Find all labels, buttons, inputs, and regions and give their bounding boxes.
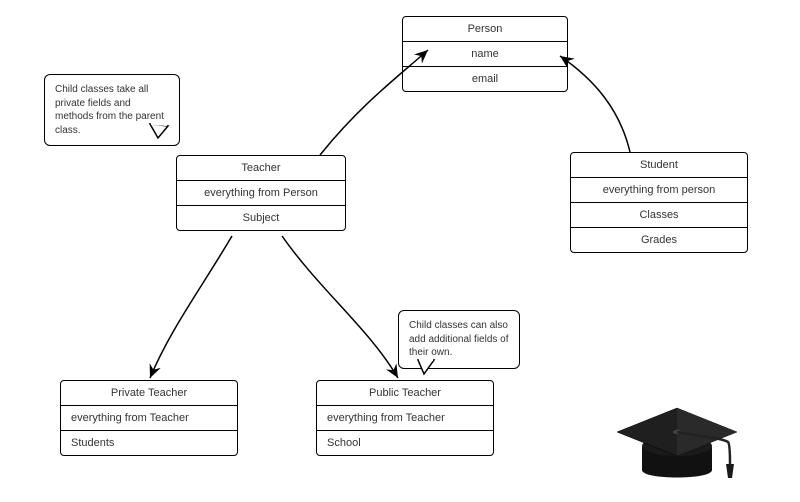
class-private-teacher: Private Teacher everything from Teacher … [60,380,238,456]
class-student: Student everything from person Classes G… [570,152,748,253]
class-field: everything from person [571,178,747,203]
class-field: Students [61,431,237,455]
note-text: Child classes can also add additional fi… [409,320,509,358]
edge-student-person [560,56,630,152]
class-field: everything from Person [177,181,345,206]
note-inheritance: Child classes take all private fields an… [44,74,180,146]
edge-teacher-public [282,236,398,378]
class-public-teacher: Public Teacher everything from Teacher S… [316,380,494,456]
class-title: Student [571,153,747,178]
class-field: everything from Teacher [61,406,237,431]
diagram-canvas: Person name email Teacher everything fro… [0,0,800,502]
class-title: Public Teacher [317,381,493,406]
edge-teacher-private [150,236,232,378]
class-field: Classes [571,203,747,228]
class-field: everything from Teacher [317,406,493,431]
class-title: Teacher [177,156,345,181]
class-field: email [403,67,567,91]
graduation-cap-icon [612,398,742,488]
class-field: Subject [177,206,345,230]
class-field: Grades [571,228,747,252]
note-text: Child classes take all private fields an… [55,84,164,136]
class-field: name [403,42,567,67]
class-field: School [317,431,493,455]
note-additional-fields: Child classes can also add additional fi… [398,310,520,369]
class-person: Person name email [402,16,568,92]
class-title: Private Teacher [61,381,237,406]
class-title: Person [403,17,567,42]
class-teacher: Teacher everything from Person Subject [176,155,346,231]
